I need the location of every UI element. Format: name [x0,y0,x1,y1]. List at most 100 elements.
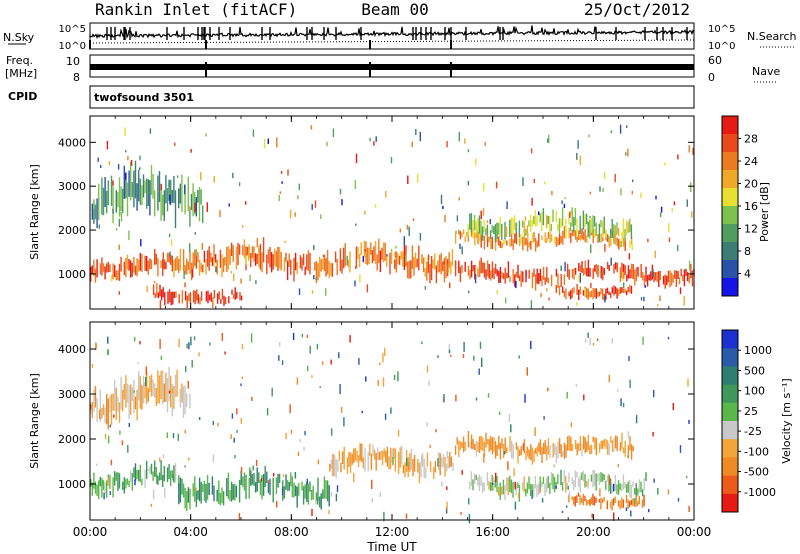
colorbar-tick-label-2: 20 [744,178,758,191]
echo-band-3 [454,431,633,465]
colorbar-tick-label-4: 12 [744,223,758,236]
cpid-strip-frame [89,85,695,109]
power-colorbar: 28 24 20 16 12 8 4 [721,115,758,297]
velocity-cbar-label: Velocity [m s⁻¹] [780,378,793,463]
x-tick-label-6: 00:00 [677,525,712,539]
echo-band-0 [90,460,180,500]
colorbar-segment-4 [722,402,738,422]
colorbar-tick-label-6: 4 [744,268,751,281]
colorbar-tick-label-5: -100 [744,445,769,458]
date-title: 25/Oct/2012 [584,0,690,19]
colorbar-segment-6 [722,439,738,458]
nave-label: Nave [752,65,780,78]
colorbar-segment-6 [722,224,738,243]
echo-band-2 [329,443,454,484]
echo-band-6 [555,284,633,301]
station-title: Rankin Inlet (fitACF) [95,0,297,19]
echo-band-4 [454,226,633,252]
freq-band [90,64,694,70]
x-tick-label-5: 20:00 [576,525,611,539]
nsearch-label: N.Search [747,30,797,43]
colorbar-tick-label-7: -1000 [744,486,776,499]
freq-label-1: Freq. [6,54,33,67]
power-cbar-label: Power [dB] [758,182,771,242]
y-tick-label-0: 1000 [58,268,86,281]
nave-tick-bottom: 0 [708,71,715,84]
echo-band-1 [178,465,330,512]
velocity-ylabel: Slant Range [km] [28,373,41,469]
power-echo-layer [90,124,695,310]
colorbar-segment-1 [722,348,738,367]
cpid-value: twofsound 3501 [94,91,194,104]
colorbar-segment-5 [722,421,738,440]
y-tick-label-0: 1000 [58,478,86,491]
y-tick-label-3: 4000 [58,136,86,149]
echo-band-2 [179,237,457,284]
echo-band-5 [568,492,645,511]
colorbar-tick-label-0: 28 [744,133,758,146]
freq-label-2: [MHz] [5,67,37,80]
nsky-tick-bottom: 10^0 [59,41,86,52]
echo-band-7 [91,160,204,229]
y-tick-label-3: 4000 [58,343,86,356]
colorbar-segment-9 [722,278,738,297]
colorbar-segment-4 [722,188,738,207]
colorbar-tick-label-2: 100 [744,385,765,398]
colorbar-tick-label-3: 25 [744,405,758,418]
y-tick-label-2: 3000 [58,388,86,401]
y-tick-label-1: 2000 [58,224,86,237]
colorbar-segment-8 [722,475,738,495]
x-tick-label-0: 00:00 [73,525,108,539]
colorbar-tick-label-1: 24 [744,155,758,168]
freq-tick-bottom: 8 [73,71,80,84]
colorbar-segment-9 [722,493,738,513]
x-tick-label-4: 16:00 [475,525,510,539]
colorbar-tick-label-5: 8 [744,245,751,258]
nsky-trace [89,25,695,49]
velocity-xlabel: Time UT [366,540,417,554]
cpid-label: CPID [8,90,37,103]
freq-trace [90,62,694,77]
x-tick-label-2: 08:00 [274,525,309,539]
colorbar-segment-7 [722,457,738,477]
echo-specks [90,332,690,524]
beam-title: Beam 00 [361,0,428,19]
nsky-label: N.Sky [3,31,35,44]
colorbar-segment-3 [722,384,738,404]
x-tick-label-1: 04:00 [173,525,208,539]
power-ylabel: Slant Range [km] [28,164,41,260]
y-tick-label-1: 2000 [58,433,86,446]
colorbar-tick-label-6: -500 [744,466,769,479]
colorbar-tick-label-1: 500 [744,364,765,377]
colorbar-segment-3 [722,170,738,189]
colorbar-segment-0 [722,116,738,135]
colorbar-segment-5 [722,206,738,225]
colorbar-frame [721,329,739,513]
colorbar-segment-2 [722,152,738,171]
nsky-line [89,25,695,40]
colorbar-segment-2 [722,366,738,386]
echo-band-1 [152,283,243,309]
velocity-axes: 00:00 04:00 08:00 12:00 16:00 20:00 00:00 1000 2… [58,322,711,539]
colorbar-tick-label-4: -25 [744,425,762,438]
nave-tick-top: 60 [708,54,722,67]
echo-specks [93,124,694,310]
colorbar-segment-7 [722,242,738,261]
echo-band-5 [467,207,633,245]
velocity-colorbar: 1000 500 100 25 -25 -100 -500 -1000 [721,329,776,513]
nsky-tick-top: 10^5 [59,24,86,35]
nsearch-line [89,39,695,44]
nsearch-tick-bottom: 10^0 [708,41,735,52]
power-axes: 1000 2000 3000 4000 [58,116,695,309]
freq-tick-top: 10 [66,55,80,68]
colorbar-segment-1 [722,134,738,153]
colorbar-tick-label-0: 1000 [744,344,772,357]
echo-band-3 [454,257,695,291]
colorbar-tick-label-3: 16 [744,200,758,213]
echo-band-0 [90,249,180,283]
y-tick-label-2: 3000 [58,180,86,193]
colorbar-segment-0 [722,330,738,349]
velocity-echo-layer [90,332,690,524]
nsearch-tick-top: 10^5 [708,24,735,35]
